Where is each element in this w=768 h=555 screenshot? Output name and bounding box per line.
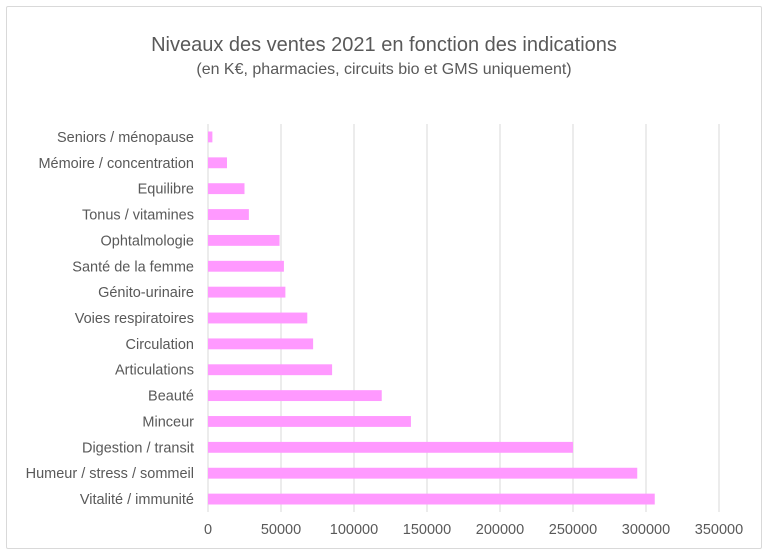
x-tick-label: 250000 xyxy=(549,522,597,538)
category-label: Tonus / vitamines xyxy=(82,208,194,224)
bar xyxy=(208,234,280,246)
x-tick-label: 300000 xyxy=(622,522,670,538)
category-label: Santé de la femme xyxy=(72,259,194,275)
category-label: Mémoire / concentration xyxy=(38,156,194,172)
x-tick-labels: 0 50000 100000 150000 200000 250000 300000 3500… xyxy=(204,522,743,538)
category-labels: Seniors / ménopause Mémoire / concentrati… xyxy=(26,130,195,508)
x-tick-label: 200000 xyxy=(476,522,524,538)
category-label: Digestion / transit xyxy=(82,440,194,456)
bar xyxy=(208,286,286,298)
x-tick-label: 50000 xyxy=(261,522,301,538)
bar xyxy=(208,209,249,220)
bar xyxy=(208,338,314,350)
chart-title: Niveaux des ventes 2021 en fonction des … xyxy=(151,34,617,56)
category-label: Ophtalmologie xyxy=(101,233,195,249)
bar xyxy=(208,441,573,453)
bar xyxy=(208,390,382,402)
category-label: Beauté xyxy=(148,389,194,405)
bar xyxy=(208,467,638,479)
x-tick-label: 0 xyxy=(204,522,212,538)
chart-frame xyxy=(6,6,762,549)
bar xyxy=(208,416,411,427)
bar xyxy=(208,493,655,505)
category-label: Equilibre xyxy=(138,182,194,198)
bar xyxy=(208,260,284,272)
category-label: Minceur xyxy=(142,414,194,430)
bar xyxy=(208,183,245,195)
bar xyxy=(208,157,227,169)
category-label: Circulation xyxy=(126,337,195,353)
category-label: Articulations xyxy=(115,363,194,379)
bars xyxy=(208,131,655,505)
chart-subtitle: (en K€, pharmacies, circuits bio et GMS … xyxy=(196,61,572,78)
category-label: Vitalité / immunité xyxy=(80,492,194,508)
category-label: Seniors / ménopause xyxy=(57,130,194,146)
bar xyxy=(208,364,333,376)
x-tick-label: 100000 xyxy=(330,522,378,538)
x-tick-label: 150000 xyxy=(403,522,451,538)
category-label: Voies respiratoires xyxy=(75,311,194,327)
bar xyxy=(208,312,308,324)
category-label: Humeur / stress / sommeil xyxy=(26,466,194,482)
category-label: Génito-urinaire xyxy=(98,285,194,301)
bar xyxy=(208,131,213,143)
x-tick-label: 350000 xyxy=(695,522,743,538)
